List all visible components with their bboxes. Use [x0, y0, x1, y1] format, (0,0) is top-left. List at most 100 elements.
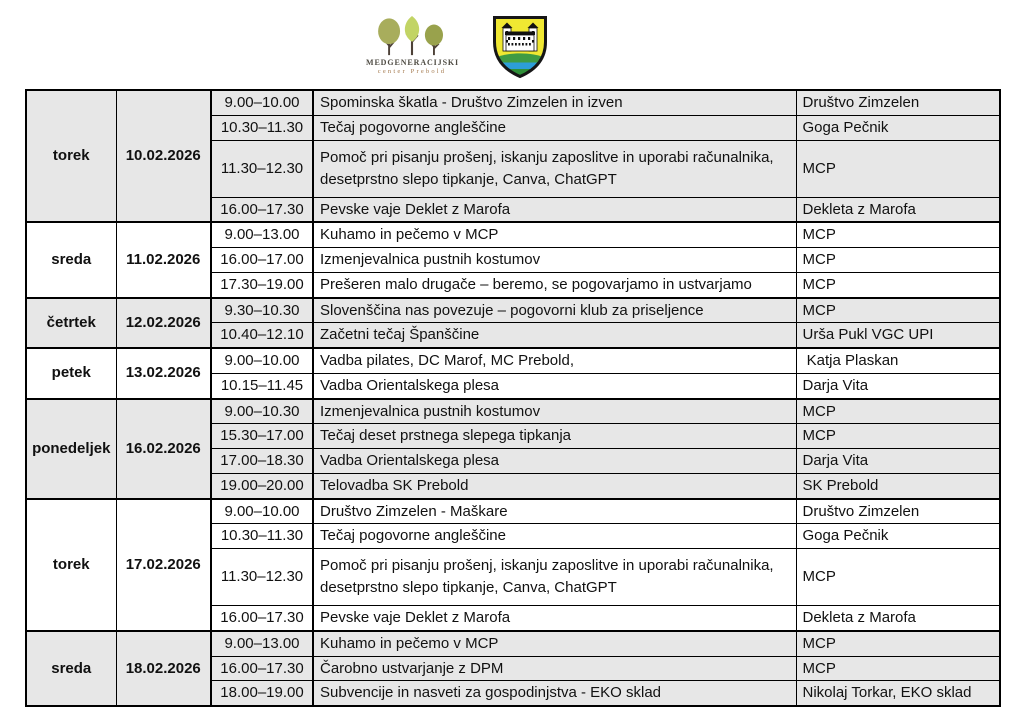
- table-row: torek 10.02.2026 9.00–10.00 Spominska škatl…: [25, 88, 1001, 223]
- time-cell: 19.00–20.00: [210, 472, 314, 500]
- table-row: 11.30–12.30 Pomoč pri pisanju prošenj, is…: [26, 139, 1001, 198]
- organizer-cell: Dekleta z Marofa: [795, 604, 1001, 632]
- time-cell: 15.30–17.00: [210, 423, 314, 449]
- table-row: 18.00–19.00 Subvencije in nasveti za gosp…: [26, 680, 1001, 707]
- activity-cell: Vadba Orientalskega plesa: [312, 372, 797, 400]
- organizer-cell: MCP: [795, 655, 1001, 682]
- table-row: 10.15–11.45 Vadba Orientalskega plesa Darj…: [26, 372, 1001, 400]
- prebold-coat-of-arms: [492, 15, 548, 84]
- day-cell: petek: [25, 347, 117, 399]
- time-cell: 9.00–13.00: [210, 221, 314, 249]
- activity-cell: Prešeren malo drugače – beremo, se pogov…: [312, 271, 797, 299]
- activity-cell: Izmenjevalnica pustnih kostumov: [312, 247, 797, 273]
- time-cell: 11.30–12.30: [210, 139, 314, 198]
- activity-cell: Društvo Zimzelen - Maškare: [312, 497, 797, 525]
- date-cell: 18.02.2026: [115, 629, 212, 707]
- time-cell: 9.30–10.30: [210, 296, 314, 324]
- time-cell: 18.00–19.00: [210, 680, 314, 707]
- time-cell: 17.30–19.00: [210, 271, 314, 299]
- mcp-logo-title: MEDGENERACIJSKI: [366, 58, 460, 67]
- organizer-cell: Društvo Zimzelen: [795, 497, 1001, 525]
- organizer-cell: MCP: [795, 271, 1001, 299]
- time-cell: 9.00–10.00: [210, 88, 314, 116]
- organizer-cell: MCP: [795, 629, 1001, 657]
- time-cell: 9.00–13.00: [210, 629, 314, 657]
- organizer-cell: MCP: [795, 247, 1001, 273]
- activity-cell: Vadba Orientalskega plesa: [312, 448, 797, 474]
- page-header: MEDGENERACIJSKI center Prebold: [0, 0, 969, 86]
- day-cell: torek: [25, 88, 117, 223]
- organizer-cell: Goga Pečnik: [795, 114, 1001, 141]
- activity-cell: Kuhamo in pečemo v MCP: [312, 221, 797, 249]
- organizer-cell: MCP: [795, 139, 1001, 198]
- organizer-cell: MCP: [795, 423, 1001, 449]
- date-cell: 17.02.2026: [115, 497, 212, 632]
- activity-cell: Tečaj pogovorne angleščine: [312, 523, 797, 549]
- date-cell: 13.02.2026: [115, 347, 212, 399]
- activity-cell: Izmenjevalnica pustnih kostumov: [312, 397, 797, 425]
- organizer-cell: Goga Pečnik: [795, 523, 1001, 549]
- time-cell: 16.00–17.30: [210, 604, 314, 632]
- day-cell: torek: [25, 497, 117, 632]
- table-row: 19.00–20.00 Telovadba SK Prebold SK Prebol…: [26, 472, 1001, 500]
- day-cell: sreda: [25, 629, 117, 707]
- mcp-logo: MEDGENERACIJSKI center Prebold: [366, 15, 458, 75]
- activity-cell: Telovadba SK Prebold: [312, 472, 797, 500]
- organizer-cell: Katja Plaskan: [795, 346, 1001, 374]
- prebold-shield-icon: [493, 16, 547, 79]
- mcp-trees-icon: [378, 15, 444, 56]
- activity-cell: Slovenščina nas povezuje – pogovorni klu…: [312, 296, 797, 324]
- time-cell: 9.00–10.00: [210, 497, 314, 525]
- table-row: 11.30–12.30 Pomoč pri pisanju prošenj, is…: [26, 548, 1001, 606]
- table-row: petek 13.02.2026 9.00–10.00 Vadba pilates, …: [25, 346, 1001, 399]
- date-cell: 16.02.2026: [115, 397, 212, 499]
- time-cell: 9.00–10.30: [210, 397, 314, 425]
- activity-cell: Vadba pilates, DC Marof, MC Prebold,: [312, 346, 797, 374]
- activity-cell: Spominska škatla - Društvo Zimzelen in i…: [312, 88, 797, 116]
- time-cell: 10.40–12.10: [210, 322, 314, 349]
- table-row: 16.00–17.30 Čarobno ustvarjanje z DPM MCP: [26, 655, 1001, 682]
- mcp-logo-subtitle: center Prebold: [377, 68, 447, 75]
- table-row: 16.00–17.30 Pevske vaje Deklet z Marofa De…: [26, 604, 1001, 632]
- day-cell: četrtek: [25, 296, 117, 349]
- activity-cell: Tečaj pogovorne angleščine: [312, 114, 797, 141]
- table-row: 17.00–18.30 Vadba Orientalskega plesa Darj…: [26, 448, 1001, 474]
- date-cell: 12.02.2026: [115, 296, 212, 349]
- table-row: 10.30–11.30 Tečaj pogovorne angleščine Gog…: [26, 523, 1001, 549]
- time-cell: 10.15–11.45: [210, 372, 314, 400]
- organizer-cell: Društvo Zimzelen: [795, 88, 1001, 116]
- activity-cell: Čarobno ustvarjanje z DPM: [312, 655, 797, 682]
- table-row: 10.30–11.30 Tečaj pogovorne angleščine Gog…: [26, 114, 1001, 141]
- table-row: sreda 11.02.2026 9.00–13.00 Kuhamo in pečem…: [25, 221, 1001, 299]
- table-row: četrtek 12.02.2026 9.30–10.30 Slovenščina n…: [25, 296, 1001, 349]
- organizer-cell: MCP: [795, 296, 1001, 324]
- day-cell: ponedeljek: [25, 397, 117, 499]
- day-cell: sreda: [25, 221, 117, 299]
- organizer-cell: Darja Vita: [795, 372, 1001, 400]
- organizer-cell: Darja Vita: [795, 448, 1001, 474]
- activity-cell: Začetni tečaj Španščine: [312, 322, 797, 349]
- table-row: 10.40–12.10 Začetni tečaj Španščine Urša P…: [26, 322, 1001, 349]
- table-row: sreda 18.02.2026 9.00–13.00 Kuhamo in pečem…: [25, 629, 1001, 707]
- activity-cell: Pevske vaje Deklet z Marofa: [312, 196, 797, 223]
- date-cell: 10.02.2026: [115, 88, 212, 223]
- schedule-table-body: torek 10.02.2026 9.00–10.00 Spominska škatl…: [25, 88, 1001, 707]
- schedule-table: torek 10.02.2026 9.00–10.00 Spominska škatl…: [25, 88, 1001, 707]
- time-cell: 10.30–11.30: [210, 523, 314, 549]
- activity-cell: Pomoč pri pisanju prošenj, iskanju zapos…: [312, 139, 797, 198]
- date-cell: 11.02.2026: [115, 221, 212, 299]
- activity-cell: Pomoč pri pisanju prošenj, iskanju zapos…: [312, 548, 797, 606]
- activity-cell: Pevske vaje Deklet z Marofa: [312, 604, 797, 632]
- organizer-cell: MCP: [795, 221, 1001, 249]
- organizer-cell: MCP: [795, 548, 1001, 606]
- time-cell: 16.00–17.00: [210, 247, 314, 273]
- activity-cell: Subvencije in nasveti za gospodinjstva -…: [312, 680, 797, 707]
- activity-cell: Tečaj deset prstnega slepega tipkanja: [312, 423, 797, 449]
- table-row: ponedeljek 16.02.2026 9.00–10.30 Izmenjeval…: [25, 397, 1001, 499]
- time-cell: 16.00–17.30: [210, 655, 314, 682]
- time-cell: 17.00–18.30: [210, 448, 314, 474]
- activity-cell: Kuhamo in pečemo v MCP: [312, 629, 797, 657]
- table-row: torek 17.02.2026 9.00–10.00 Društvo Zimzele…: [25, 497, 1001, 632]
- organizer-cell: Urša Pukl VGC UPI: [795, 322, 1001, 349]
- time-cell: 11.30–12.30: [210, 548, 314, 606]
